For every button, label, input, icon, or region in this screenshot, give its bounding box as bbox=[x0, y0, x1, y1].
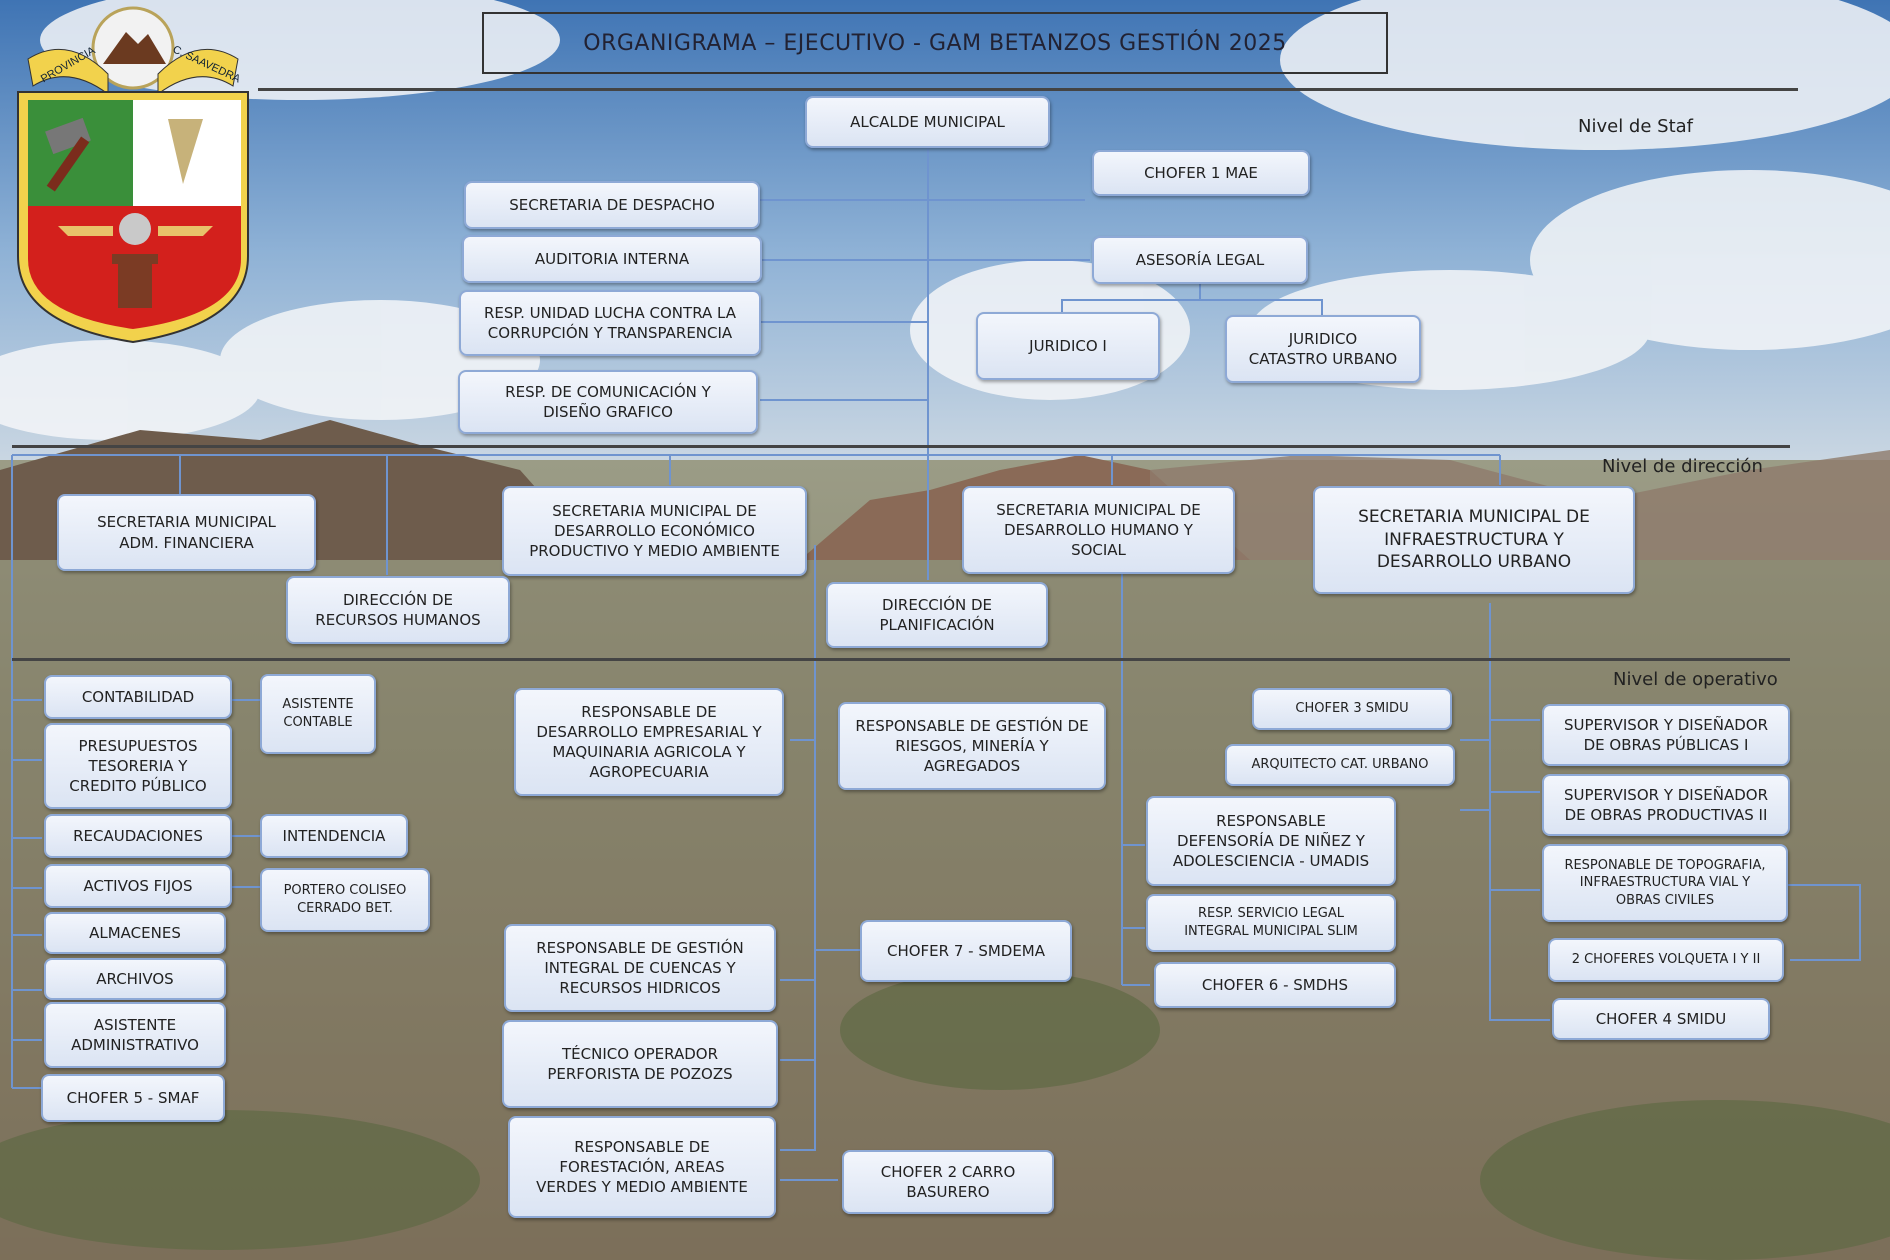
page-title-text: ORGANIGRAMA – EJECUTIVO - GAM BETANZOS G… bbox=[583, 30, 1287, 56]
node-asistente-contable[interactable]: ASISTENTE CONTABLE bbox=[260, 674, 376, 754]
node-label: ASISTENTE ADMINISTRATIVO bbox=[71, 1015, 199, 1054]
node-sm-desarrollo-humano[interactable]: SECRETARIA MUNICIPAL DE DESARROLLO HUMAN… bbox=[962, 486, 1235, 574]
node-chofer-5[interactable]: CHOFER 5 - SMAF bbox=[41, 1074, 225, 1122]
node-intendencia[interactable]: INTENDENCIA bbox=[260, 814, 408, 858]
node-chofer-4[interactable]: CHOFER 4 SMIDU bbox=[1552, 998, 1770, 1040]
page-title: ORGANIGRAMA – EJECUTIVO - GAM BETANZOS G… bbox=[482, 12, 1388, 74]
node-label: ALCALDE MUNICIPAL bbox=[850, 112, 1005, 131]
node-presupuestos[interactable]: PRESUPUESTOS TESORERIA Y CREDITO PÚBLICO bbox=[44, 723, 232, 809]
node-chofer-6[interactable]: CHOFER 6 - SMDHS bbox=[1154, 962, 1396, 1008]
node-portero-coliseo[interactable]: PORTERO COLISEO CERRADO BET. bbox=[260, 868, 430, 932]
node-supervisor-obras-publicas[interactable]: SUPERVISOR Y DISEÑADOR DE OBRAS PÚBLICAS… bbox=[1542, 704, 1790, 766]
node-archivos[interactable]: ARCHIVOS bbox=[44, 958, 226, 1000]
node-supervisor-obras-productivas[interactable]: SUPERVISOR Y DISEÑADOR DE OBRAS PRODUCTI… bbox=[1542, 774, 1790, 836]
node-label: CHOFER 4 SMIDU bbox=[1595, 1009, 1727, 1028]
node-label: RESP. SERVICIO LEGAL INTEGRAL MUNICIPAL … bbox=[1184, 906, 1358, 939]
node-label: CHOFER 3 SMIDU bbox=[1295, 701, 1409, 717]
node-sm-adm-financiera[interactable]: SECRETARIA MUNICIPAL ADM. FINANCIERA bbox=[57, 494, 316, 571]
node-defensoria[interactable]: RESPONSABLE DEFENSORÍA DE NIÑEZ Y ADOLES… bbox=[1146, 796, 1396, 886]
node-label: PORTERO COLISEO CERRADO BET. bbox=[283, 883, 407, 916]
level-label-direccion: Nivel de dirección bbox=[1602, 456, 1763, 477]
node-label: JURIDICO CATASTRO URBANO bbox=[1248, 329, 1398, 368]
node-label: RECAUDACIONES bbox=[73, 826, 203, 845]
separator-staff bbox=[258, 88, 1798, 91]
node-label: DIRECCIÓN DE PLANIFICACIÓN bbox=[879, 595, 995, 634]
node-label: RESPONSABLE DEFENSORÍA DE NIÑEZ Y ADOLES… bbox=[1172, 811, 1370, 871]
node-label: CHOFER 1 MAE bbox=[1144, 163, 1258, 182]
node-label: DIRECCIÓN DE RECURSOS HUMANOS bbox=[315, 590, 481, 629]
node-direccion-planificacion[interactable]: DIRECCIÓN DE PLANIFICACIÓN bbox=[826, 582, 1048, 648]
node-label: PRESUPUESTOS TESORERIA Y CREDITO PÚBLICO bbox=[69, 736, 207, 796]
node-almacenes[interactable]: ALMACENES bbox=[44, 912, 226, 954]
level-label-operativo: Nivel de operativo bbox=[1613, 669, 1778, 690]
node-label: SECRETARIA DE DESPACHO bbox=[509, 195, 715, 214]
node-recaudaciones[interactable]: RECAUDACIONES bbox=[44, 814, 232, 858]
node-comunicacion[interactable]: RESP. DE COMUNICACIÓN Y DISEÑO GRAFICO bbox=[458, 370, 758, 434]
node-slim[interactable]: RESP. SERVICIO LEGAL INTEGRAL MUNICIPAL … bbox=[1146, 894, 1396, 952]
node-chofer-3[interactable]: CHOFER 3 SMIDU bbox=[1252, 688, 1452, 730]
node-chofer-1[interactable]: CHOFER 1 MAE bbox=[1092, 150, 1310, 196]
node-activos-fijos[interactable]: ACTIVOS FIJOS bbox=[44, 864, 232, 908]
node-label: ACTIVOS FIJOS bbox=[83, 876, 193, 895]
node-label: SECRETARIA MUNICIPAL ADM. FINANCIERA bbox=[97, 513, 276, 552]
node-contabilidad[interactable]: CONTABILIDAD bbox=[44, 675, 232, 719]
node-topografia[interactable]: RESPONABLE DE TOPOGRAFIA, INFRAESTRUCTUR… bbox=[1542, 844, 1788, 922]
node-label: RESPONSABLE DE GESTIÓN DE RIESGOS, MINER… bbox=[855, 716, 1089, 776]
node-sm-infraestructura[interactable]: SECRETARIA MUNICIPAL DE INFRAESTRUCTURA … bbox=[1313, 486, 1635, 594]
node-label: TÉCNICO OPERADOR PERFORISTA DE POZOZS bbox=[547, 1044, 733, 1083]
node-label: RESP. UNIDAD LUCHA CONTRA LA CORRUPCIÓN … bbox=[484, 303, 736, 342]
node-juridico-1[interactable]: JURIDICO I bbox=[976, 312, 1160, 380]
node-label: ASISTENTE CONTABLE bbox=[282, 697, 354, 730]
node-gestion-cuencas[interactable]: RESPONSABLE DE GESTIÓN INTEGRAL DE CUENC… bbox=[504, 924, 776, 1012]
separator-direccion bbox=[12, 445, 1790, 448]
node-desarrollo-empresarial[interactable]: RESPONSABLE DE DESARROLLO EMPRESARIAL Y … bbox=[514, 688, 784, 796]
node-label: JURIDICO I bbox=[1029, 336, 1107, 355]
node-alcalde-municipal[interactable]: ALCALDE MUNICIPAL bbox=[805, 96, 1050, 148]
node-label: CONTABILIDAD bbox=[81, 687, 195, 706]
node-direccion-rrhh[interactable]: DIRECCIÓN DE RECURSOS HUMANOS bbox=[286, 576, 510, 644]
coat-of-arms-icon: PROVINCIA C. SAAVEDRA bbox=[17, 6, 249, 344]
node-label: RESPONSABLE DE DESARROLLO EMPRESARIAL Y … bbox=[536, 702, 762, 782]
node-label: ALMACENES bbox=[89, 923, 181, 942]
level-label-staff: Nivel de Staf bbox=[1578, 116, 1693, 137]
node-label: AUDITORIA INTERNA bbox=[534, 249, 690, 268]
node-sm-desarrollo-economico[interactable]: SECRETARIA MUNICIPAL DE DESARROLLO ECONÓ… bbox=[502, 486, 807, 576]
node-label: SECRETARIA MUNICIPAL DE DESARROLLO HUMAN… bbox=[996, 500, 1201, 560]
node-label: 2 CHOFERES VOLQUETA I Y II bbox=[1571, 952, 1761, 968]
node-label: CHOFER 7 - SMDEMA bbox=[886, 941, 1046, 960]
node-chofer-2[interactable]: CHOFER 2 CARRO BASURERO bbox=[842, 1150, 1054, 1214]
node-auditoria-interna[interactable]: AUDITORIA INTERNA bbox=[462, 235, 762, 283]
node-label: RESPONSABLE DE GESTIÓN INTEGRAL DE CUENC… bbox=[536, 938, 744, 998]
node-label: SECRETARIA MUNICIPAL DE DESARROLLO ECONÓ… bbox=[529, 501, 780, 561]
node-label: SECRETARIA MUNICIPAL DE INFRAESTRUCTURA … bbox=[1358, 506, 1590, 573]
node-label: RESP. DE COMUNICACIÓN Y DISEÑO GRAFICO bbox=[505, 382, 711, 421]
separator-operativo bbox=[12, 658, 1790, 661]
node-lucha-corrupcion[interactable]: RESP. UNIDAD LUCHA CONTRA LA CORRUPCIÓN … bbox=[459, 290, 761, 356]
node-label: ASESORÍA LEGAL bbox=[1135, 250, 1265, 269]
node-juridico-catastro[interactable]: JURIDICO CATASTRO URBANO bbox=[1225, 315, 1421, 383]
node-label: CHOFER 6 - SMDHS bbox=[1201, 975, 1349, 994]
node-label: ARCHIVOS bbox=[96, 969, 174, 988]
node-label: CHOFER 5 - SMAF bbox=[66, 1088, 200, 1107]
node-gestion-riesgos[interactable]: RESPONSABLE DE GESTIÓN DE RIESGOS, MINER… bbox=[838, 702, 1106, 790]
node-choferes-volqueta[interactable]: 2 CHOFERES VOLQUETA I Y II bbox=[1548, 938, 1784, 982]
node-asistente-administrativo[interactable]: ASISTENTE ADMINISTRATIVO bbox=[44, 1002, 226, 1068]
node-label: RESPONSABLE DE FORESTACIÓN, AREAS VERDES… bbox=[536, 1137, 748, 1197]
node-chofer-7[interactable]: CHOFER 7 - SMDEMA bbox=[860, 920, 1072, 982]
node-label: RESPONABLE DE TOPOGRAFIA, INFRAESTRUCTUR… bbox=[1564, 857, 1766, 908]
node-label: SUPERVISOR Y DISEÑADOR DE OBRAS PRODUCTI… bbox=[1564, 785, 1768, 824]
node-secretaria-despacho[interactable]: SECRETARIA DE DESPACHO bbox=[464, 181, 760, 229]
node-label: ARQUITECTO CAT. URBANO bbox=[1251, 757, 1429, 773]
node-label: INTENDENCIA bbox=[282, 826, 386, 845]
node-perforista[interactable]: TÉCNICO OPERADOR PERFORISTA DE POZOZS bbox=[502, 1020, 778, 1108]
node-label: CHOFER 2 CARRO BASURERO bbox=[880, 1162, 1016, 1201]
node-label: SUPERVISOR Y DISEÑADOR DE OBRAS PÚBLICAS… bbox=[1564, 715, 1768, 754]
node-arquitecto[interactable]: ARQUITECTO CAT. URBANO bbox=[1225, 744, 1455, 786]
node-forestacion[interactable]: RESPONSABLE DE FORESTACIÓN, AREAS VERDES… bbox=[508, 1116, 776, 1218]
node-asesoria-legal[interactable]: ASESORÍA LEGAL bbox=[1092, 236, 1308, 284]
